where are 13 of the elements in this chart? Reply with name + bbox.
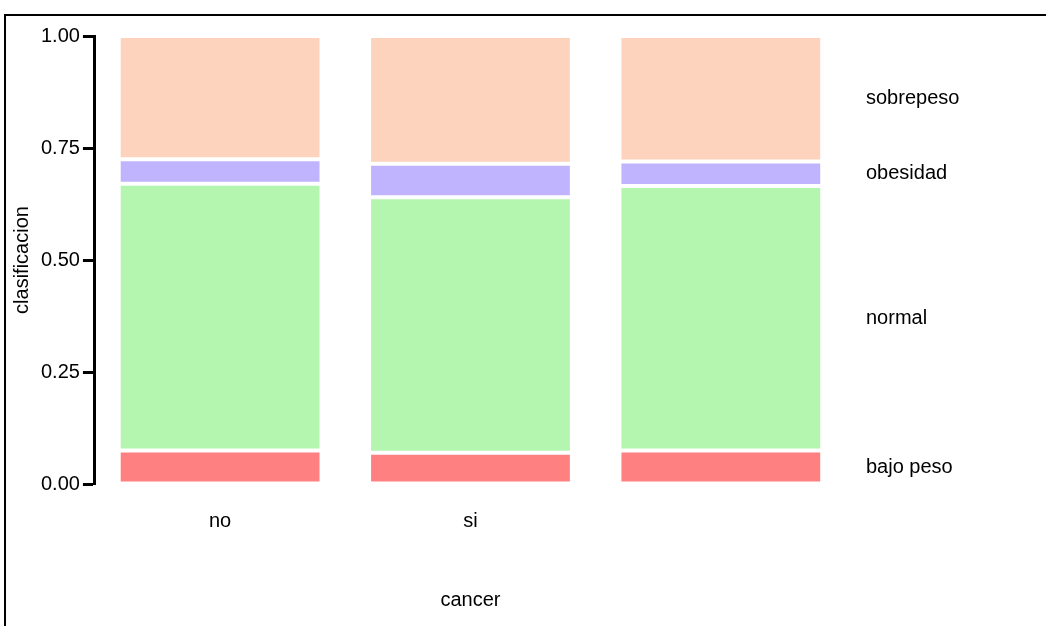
y-tick-label: 0.50 [40,247,80,270]
x-tick-label: si [463,508,478,531]
y-tick-label: 0.75 [40,135,80,158]
y-axis-title: clasificacion [9,206,32,314]
y-tick-label: 0.00 [40,471,80,494]
y-tick-label: 1.00 [40,23,80,46]
x-tick-label: no [208,508,232,531]
x-axis-title: cancer [440,587,501,610]
y-tick-label: 0.25 [40,359,80,382]
text: obesidad [866,161,948,184]
text: bajo peso [866,454,953,477]
text: normal [866,305,928,328]
text: sobrepeso [866,86,960,109]
